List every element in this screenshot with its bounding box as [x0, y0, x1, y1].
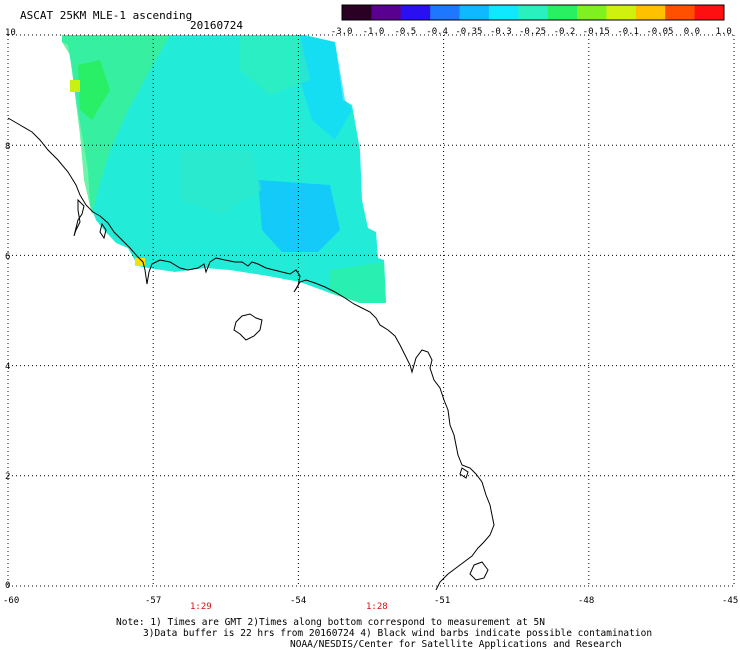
map-grid: [7, 34, 735, 587]
lon-label-45: -45: [722, 596, 739, 606]
colorbar-tick-label: -0.1: [617, 27, 639, 37]
lon-label-48: -48: [578, 596, 595, 606]
colorbar-tick-label: -0.4: [426, 27, 448, 37]
lat-label-8: 8: [5, 142, 11, 152]
note-line-2: 3)Data buffer is 22 hrs from 20160724 4)…: [143, 628, 653, 639]
colorbar-tick-label: -0.5: [394, 27, 417, 37]
map-date: 20160724: [190, 19, 243, 32]
colorbar-tick-label: -0.2: [553, 27, 576, 37]
lat-label-6: 6: [5, 252, 11, 262]
colorbar-border: [341, 4, 725, 21]
colorbar-tick-label: -1.0: [362, 27, 385, 37]
pass-time-1: 1:29: [190, 602, 212, 612]
colorbar-tick-label: -3.0: [330, 27, 353, 37]
colorbar-tick-label: 1.0: [715, 27, 732, 37]
pass-time-2: 1:28: [366, 602, 388, 612]
colorbar-swatch: [430, 5, 461, 20]
colorbar-swatch: [488, 5, 519, 20]
lat-label-2: 2: [5, 472, 11, 482]
lon-label-54: -54: [290, 596, 307, 606]
lon-label-51: -51: [434, 596, 451, 606]
colorbar-swatch: [635, 5, 666, 20]
lat-label-10: 10: [5, 28, 16, 38]
colorbar-swatch: [518, 5, 549, 20]
colorbar: [341, 4, 725, 21]
colorbar-swatch: [547, 5, 578, 20]
colorbar-swatch: [577, 5, 607, 20]
colorbar-swatch: [400, 5, 431, 20]
lat-label-0: 0: [5, 581, 11, 591]
wind-data-swath: [62, 35, 386, 303]
colorbar-swatch: [694, 5, 725, 20]
lon-label-60: -60: [3, 596, 20, 606]
note-line-3: NOAA/NESDIS/Center for Satellite Applica…: [290, 639, 622, 650]
colorbar-swatch: [606, 5, 637, 20]
colorbar-tick-label: 0.0: [683, 27, 701, 37]
colorbar-tick-label: -0.25: [519, 27, 547, 37]
colorbar-swatch: [459, 5, 490, 20]
colorbar-tick-label: -0.05: [646, 27, 674, 37]
coastline: [7, 117, 495, 591]
lon-label-57: -57: [145, 596, 162, 606]
note-line-1: Note: 1) Times are GMT 2)Times along bot…: [116, 617, 545, 628]
lat-label-4: 4: [5, 362, 11, 372]
colorbar-swatch: [371, 5, 402, 20]
map-title: ASCAT 25KM MLE-1 ascending: [20, 9, 193, 22]
colorbar-tick-label: -0.35: [455, 27, 483, 37]
colorbar-swatch: [665, 5, 696, 20]
colorbar-swatch: [342, 5, 372, 20]
colorbar-tick-label: -0.3: [489, 27, 512, 37]
colorbar-tick-label: -0.15: [582, 27, 610, 37]
